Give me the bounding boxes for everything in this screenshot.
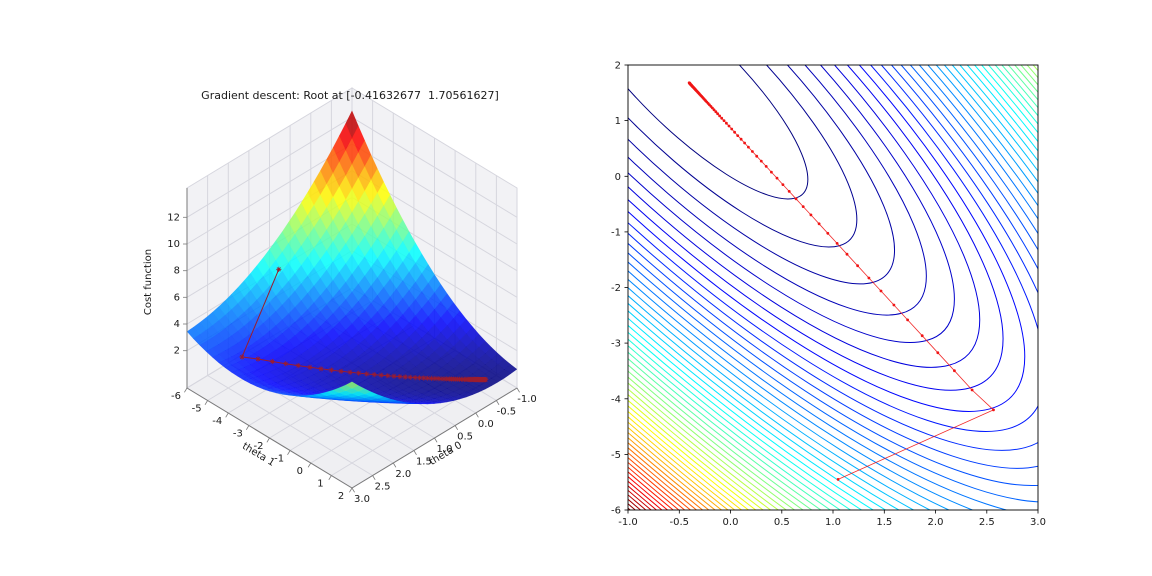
surface-plot-title: Gradient descent: Root at [-0.41632677 1… — [201, 89, 499, 102]
descent-dot — [809, 213, 813, 217]
theta1-tick-label: -4 — [212, 416, 222, 427]
theta1-tick-label: 1 — [317, 479, 323, 490]
descent-dot — [879, 289, 883, 293]
descent-dot — [992, 408, 995, 412]
descent-dot — [755, 154, 759, 158]
descent-dot — [794, 197, 798, 201]
cost-axis-label: Cost function — [143, 249, 154, 315]
cost-tick-label: 8 — [174, 266, 180, 277]
cost-tick-label: 6 — [174, 292, 180, 303]
descent-path-3d — [239, 266, 489, 383]
contour-x-tick-label: 1.5 — [876, 517, 892, 528]
contour-x-tick-label: -0.5 — [670, 517, 690, 528]
descent-dot — [730, 127, 734, 131]
descent-dot — [775, 176, 779, 180]
contour-y-tick-label: -6 — [611, 506, 621, 517]
descent-dot — [826, 231, 830, 235]
descent-dot — [716, 112, 719, 116]
descent-dot — [936, 351, 940, 355]
contour-y-tick-label: 2 — [615, 61, 621, 72]
descent-dot — [817, 222, 821, 226]
contour-y-tick-label: -2 — [611, 283, 621, 294]
theta1-tick-label: -6 — [171, 391, 181, 402]
contour-y-tick-label: 1 — [615, 116, 621, 127]
theta0-tick-label: 0.5 — [457, 432, 473, 443]
descent-dot — [714, 110, 718, 114]
contour-x-tick-label: 3.0 — [1030, 517, 1046, 528]
descent-dot — [856, 264, 859, 268]
descent-dot — [759, 159, 763, 163]
descent-dot — [727, 124, 731, 128]
cost-tick-label: 2 — [174, 346, 180, 357]
descent-dot — [892, 303, 896, 307]
contour-axes-box — [627, 64, 1039, 511]
descent-dot — [751, 150, 754, 153]
descent-dot — [718, 114, 721, 118]
contour-y-tick-label: -3 — [611, 339, 621, 350]
contour-x-tick-label: -1.0 — [618, 517, 638, 528]
descent-dot — [687, 81, 691, 85]
contour-x-tick-label: 0.5 — [774, 517, 790, 528]
descent-dot — [736, 134, 740, 138]
theta0-tick-label: 2.0 — [395, 469, 411, 480]
descent-dot — [781, 183, 785, 187]
contour-y-tick-label: 0 — [615, 172, 621, 183]
theta1-tick-label: -5 — [192, 404, 202, 415]
theta0-tick-label: 2.5 — [375, 482, 391, 493]
descent-dot — [787, 190, 791, 193]
descent-dot — [970, 388, 974, 392]
descent-dot — [725, 121, 728, 125]
descent-dot — [953, 369, 956, 373]
descent-dot — [722, 119, 726, 122]
descent-dot — [739, 137, 743, 141]
theta0-tick-label: 3.0 — [354, 494, 370, 505]
descent-dot — [764, 165, 768, 168]
theta1-tick-label: -1 — [274, 454, 284, 465]
descent-dot — [801, 205, 805, 209]
descent-dot — [836, 478, 840, 481]
theta0-tick-label: 0.0 — [478, 419, 494, 430]
descent-dot — [712, 108, 716, 112]
theta0-tick-label: -0.5 — [497, 407, 517, 418]
descent-dot — [733, 130, 736, 134]
descent-dot — [835, 242, 839, 245]
contour-x-tick-label: 2.0 — [928, 517, 944, 528]
descent-star-markers-3d — [239, 266, 489, 383]
descent-dot — [747, 145, 750, 149]
contour-x-tick-label: 2.5 — [979, 517, 995, 528]
contour-y-tick-label: -5 — [611, 450, 621, 461]
theta0-tick-label: 1.0 — [437, 444, 453, 455]
theta0-tick-label: -1.0 — [517, 394, 537, 405]
cost-tick-label: 4 — [174, 319, 180, 330]
cost-surface-mesh — [186, 110, 518, 405]
theta1-tick-label: 2 — [338, 491, 344, 502]
descent-dot — [720, 116, 724, 120]
contour-x-tick-label: 1.0 — [825, 517, 841, 528]
contour-y-tick-label: -1 — [611, 227, 621, 238]
contour-axes-labels: -1.0 -0.5 0.0 0.5 1.0 1.5 2.0 2.5 3.0 2 1 0 -1 -2 -3 -4… — [611, 61, 1046, 529]
descent-dot — [906, 318, 909, 322]
cost-tick-label: 10 — [167, 239, 180, 250]
cost-tick-label: 12 — [167, 212, 180, 223]
descent-path-2d — [687, 81, 995, 481]
surface-plot-3d: -1.0-0.50.0 0.5 1.0 1.5 2.0 2.5 3.0 -6 -5 -4 -3 -2-… — [143, 87, 537, 505]
theta1-tick-label: -3 — [233, 429, 243, 440]
descent-dot — [743, 141, 746, 145]
theta1-tick-label: -2 — [254, 441, 264, 452]
contour-y-tick-label: -4 — [611, 394, 621, 405]
theta0-tick-label: 1.5 — [416, 457, 432, 468]
contour-x-tick-label: 0.0 — [723, 517, 739, 528]
descent-dot — [920, 334, 924, 338]
descent-dot — [867, 276, 871, 280]
descent-dot — [770, 170, 773, 174]
descent-dot — [845, 252, 849, 256]
theta1-tick-label: 0 — [297, 466, 303, 477]
